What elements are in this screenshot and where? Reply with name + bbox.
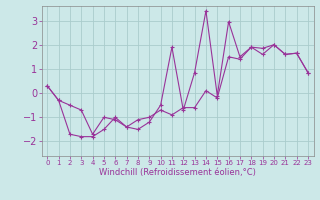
X-axis label: Windchill (Refroidissement éolien,°C): Windchill (Refroidissement éolien,°C) [99,168,256,177]
